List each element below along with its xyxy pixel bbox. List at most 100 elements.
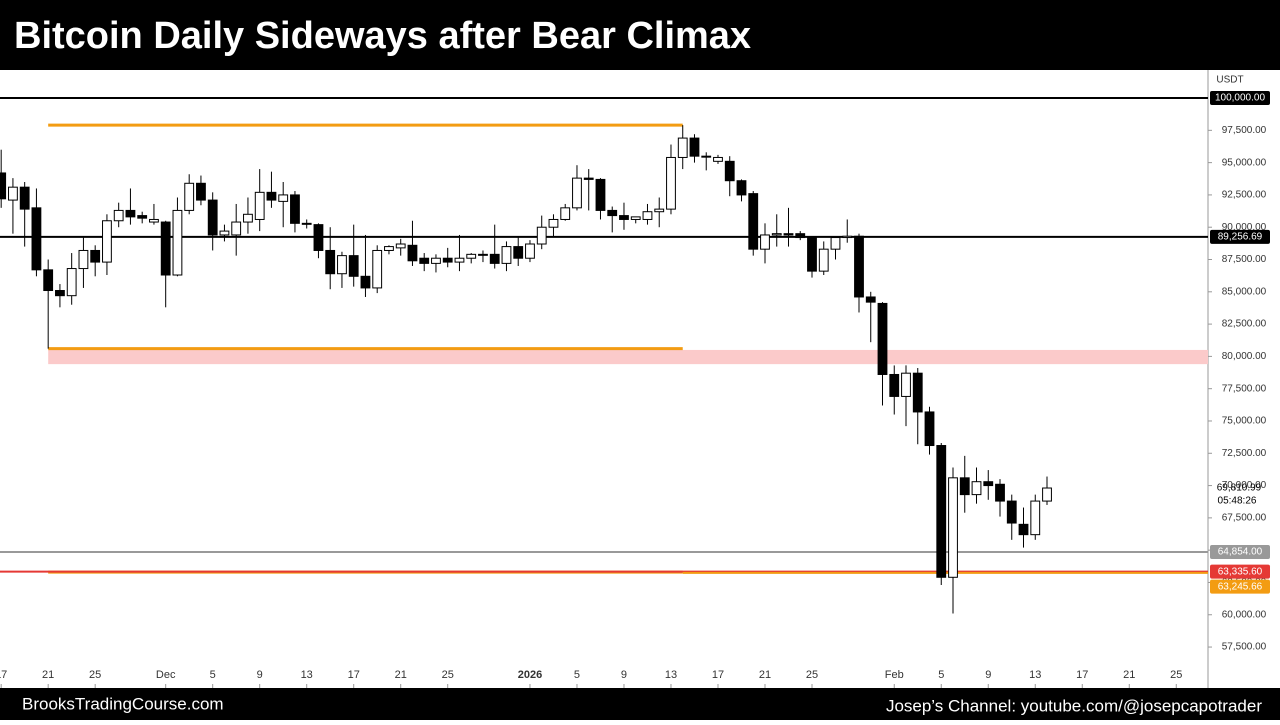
candle-body [207, 199, 218, 236]
candle-body [31, 207, 42, 271]
level-label-box [1210, 229, 1270, 244]
x-tick-label: 9 [985, 669, 991, 681]
candle-body [830, 237, 841, 250]
candle-body [501, 246, 512, 264]
candle-body [0, 172, 7, 200]
candle-body [1006, 500, 1017, 524]
x-tick-label: 25 [806, 669, 818, 681]
x-tick-label: 21 [759, 669, 771, 681]
candle-body [959, 477, 970, 496]
candle-body [407, 244, 418, 262]
zone-band [48, 349, 1209, 365]
candle-body [760, 234, 770, 250]
candle-body [337, 255, 347, 275]
x-tick-label: 25 [1170, 669, 1182, 681]
y-tick-label: 67,500.00 [1222, 513, 1267, 524]
candle-body [196, 182, 206, 201]
candle-body [1030, 500, 1041, 536]
candle-body [842, 235, 853, 239]
candle-body [877, 302, 888, 375]
currency-label: USDT [1216, 75, 1243, 86]
y-tick-label: 92,500.00 [1222, 190, 1267, 201]
level-label: 63,335.60 [1218, 566, 1263, 577]
candle-body [1018, 523, 1029, 536]
candle-body [995, 483, 1005, 502]
candle-body [149, 218, 159, 223]
y-tick-label: 97,500.00 [1222, 125, 1267, 136]
candle-body [43, 269, 54, 292]
candle-body [642, 211, 653, 220]
x-tick-label: 2026 [518, 669, 542, 681]
candle-body [948, 477, 958, 578]
level-label-box [1210, 545, 1270, 560]
candle-body [172, 209, 183, 276]
candle-body [724, 160, 735, 182]
title-bar [0, 0, 1280, 70]
y-tick-label: 57,500.00 [1222, 642, 1267, 653]
candle-body [360, 275, 371, 289]
candle-body [301, 222, 312, 225]
x-tick-label: 13 [665, 669, 677, 681]
countdown-label: 05:48:26 [1218, 496, 1257, 507]
candle-body [137, 215, 148, 219]
candle-body [771, 233, 782, 236]
candle-body [795, 233, 806, 239]
candle-body [8, 186, 18, 201]
candle-body [677, 137, 688, 158]
candle-body [278, 194, 289, 202]
candle-body [231, 221, 242, 236]
candle-body [290, 194, 300, 224]
candle-body [713, 156, 723, 162]
candle-body [313, 224, 324, 251]
level-label-box [1210, 564, 1270, 579]
candle-body [113, 209, 124, 222]
x-tick-label: 5 [210, 669, 216, 681]
candle-body [525, 243, 535, 259]
footer-bar [0, 688, 1280, 720]
candle-body [748, 193, 759, 250]
x-tick-label: 25 [442, 669, 454, 681]
candle-body [372, 249, 383, 289]
candle-body [454, 257, 465, 263]
x-tick-label: 21 [42, 669, 54, 681]
chart-title: Bitcoin Daily Sideways after Bear Climax [14, 15, 751, 57]
candle-body [431, 257, 441, 264]
candle-body [654, 208, 665, 213]
candle-body [184, 182, 195, 211]
candle-body [395, 243, 406, 249]
candle-body [901, 372, 911, 397]
x-tick-label: 5 [938, 669, 944, 681]
candle-body [971, 481, 982, 496]
y-tick-label: 70,000.00 [1222, 480, 1267, 491]
footer-right: Josep’s Channel: youtube.com/@josepcapot… [886, 696, 1262, 715]
candle-body [419, 257, 430, 264]
candle-body [560, 207, 571, 220]
candle-body [548, 218, 559, 228]
candle-body [325, 249, 336, 275]
candle-body [607, 209, 618, 217]
candle-body [442, 257, 453, 263]
level-label: 89,256.69 [1218, 231, 1263, 242]
candle-body [983, 481, 994, 487]
y-tick-label: 75,000.00 [1222, 416, 1267, 427]
candle-body [807, 237, 817, 272]
candle-body [572, 177, 582, 209]
candle-body [818, 248, 829, 272]
candle-body [889, 373, 900, 397]
x-tick-label: Dec [156, 669, 176, 681]
candle-body [243, 213, 253, 223]
candle-body [536, 226, 547, 245]
candle-body [19, 186, 30, 210]
y-tick-label: 82,500.00 [1222, 319, 1267, 330]
candle-body [102, 220, 112, 263]
candle-body [783, 233, 794, 236]
candle-body [924, 411, 935, 447]
candle-body [1042, 487, 1052, 502]
candle-body [865, 296, 876, 303]
y-tick-label: 87,500.00 [1222, 254, 1267, 265]
candle-body [66, 268, 77, 297]
candle-body [160, 221, 171, 276]
y-tick-label: 77,500.00 [1222, 383, 1267, 394]
x-tick-label: 17 [348, 669, 360, 681]
